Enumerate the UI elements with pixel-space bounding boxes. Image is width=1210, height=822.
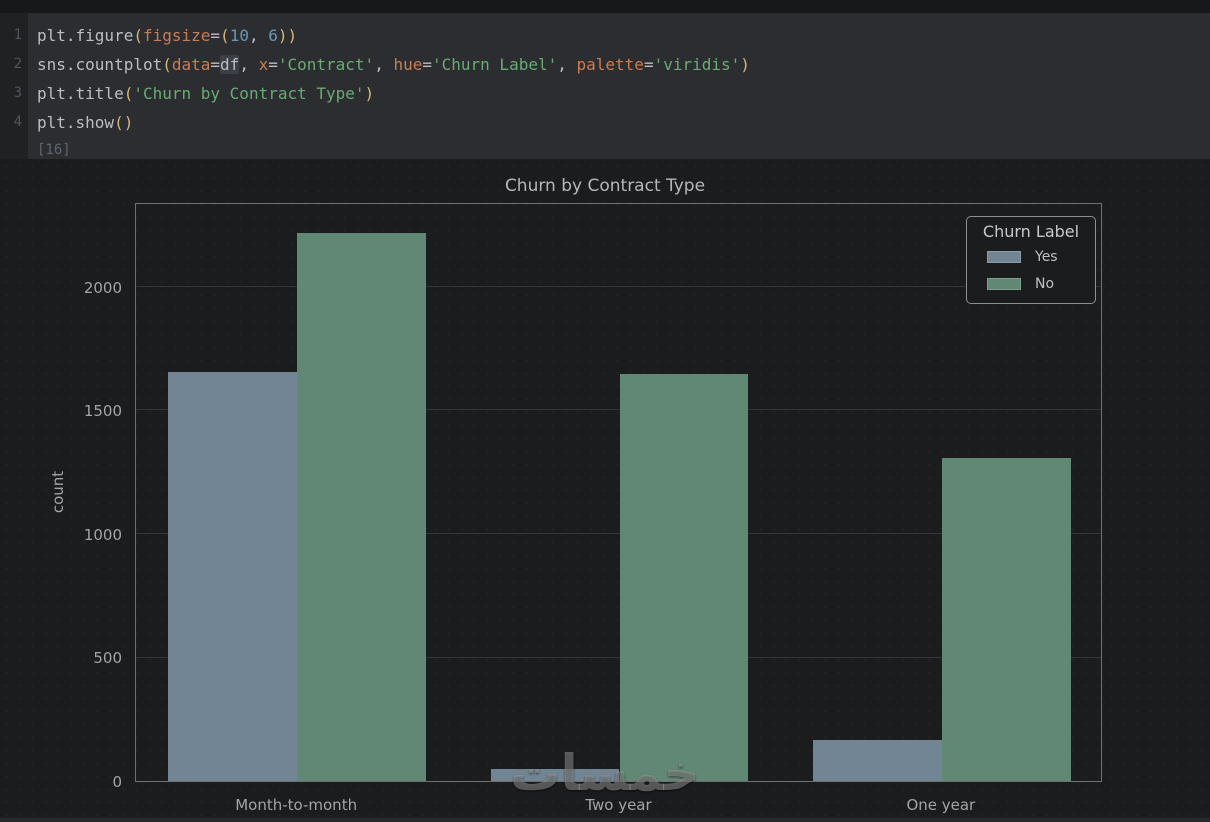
code-token: , <box>239 55 259 74</box>
code-line[interactable]: sns.countplot(data=df, x='Contract', hue… <box>37 50 1210 79</box>
code-token: ) <box>364 84 375 103</box>
code-token: ( <box>123 84 134 103</box>
line-number: 4 <box>13 114 22 130</box>
code-token: 6 <box>268 26 278 45</box>
code-editor[interactable]: plt.figure(figsize=(10, 6)) sns.countplot… <box>28 13 1210 159</box>
code-token: 'Churn Label' <box>432 55 558 74</box>
bar-two-year-no <box>619 374 749 781</box>
code-token: = <box>422 55 432 74</box>
chart-title: Churn by Contract Type <box>504 176 706 196</box>
code-token: figsize <box>142 26 211 45</box>
gridline <box>136 656 1101 658</box>
plot-area: Churn Label Yes No <box>135 203 1102 782</box>
y-tick-label: 0 <box>112 773 122 791</box>
code-token: data <box>171 55 211 74</box>
legend: Churn Label Yes No <box>966 216 1096 304</box>
code-token: df <box>220 55 240 74</box>
code-token: () <box>114 113 134 132</box>
y-tick-label: 1500 <box>83 402 122 421</box>
cell-output: Churn by Contract Type count Churn Label… <box>0 159 1210 822</box>
code-token: = <box>643 55 654 74</box>
y-tick-label: 1000 <box>83 525 122 544</box>
code-token: 'viridis' <box>653 55 741 74</box>
legend-item-no: No <box>975 270 1087 297</box>
legend-items: Yes No <box>975 243 1087 297</box>
code-token: , <box>248 26 269 45</box>
code-token: x <box>258 55 269 74</box>
code-token: 'Churn by Contract Type' <box>133 84 365 103</box>
bar-one-year-yes <box>812 740 942 781</box>
code-token: ) <box>740 55 750 74</box>
y-axis-label: count <box>49 470 67 514</box>
line-number: 2 <box>13 56 22 72</box>
line-number: 3 <box>13 85 22 101</box>
code-token: ( <box>133 26 143 45</box>
y-tick-label: 500 <box>93 649 122 668</box>
code-token: = <box>210 55 221 74</box>
y-tick-label: 2000 <box>83 278 122 297</box>
x-tick-label: Two year <box>585 796 652 814</box>
code-token: ( <box>162 55 172 74</box>
line-number: 1 <box>13 27 22 43</box>
code-token: )) <box>277 26 298 45</box>
code-line[interactable]: plt.title('Churn by Contract Type') <box>37 79 1210 108</box>
gridline <box>136 285 1101 287</box>
bottom-strip <box>0 818 1210 822</box>
code-token: 10 <box>229 26 249 45</box>
legend-item-yes: Yes <box>975 243 1087 270</box>
line-number-gutter: 1 2 3 4 <box>0 13 28 159</box>
code-token: = <box>268 55 278 74</box>
code-token: , <box>374 55 394 74</box>
cell-top-strip <box>0 0 1210 13</box>
code-token: plt.show <box>37 113 115 132</box>
code-line[interactable]: plt.figure(figsize=(10, 6)) <box>37 21 1210 50</box>
x-tick-label: Month-to-month <box>235 796 358 814</box>
code-token: hue <box>393 55 423 74</box>
code-token: palette <box>576 55 644 74</box>
legend-item-label: Yes <box>1035 248 1058 265</box>
legend-title: Churn Label <box>982 222 1080 241</box>
legend-item-label: No <box>1035 275 1055 292</box>
gridline <box>136 409 1101 411</box>
legend-swatch-icon <box>987 250 1021 263</box>
code-token: 'Contract' <box>277 55 375 74</box>
execution-count: [16] <box>37 142 71 158</box>
code-token: = <box>210 26 221 45</box>
bar-one-year-no <box>941 458 1071 781</box>
x-tick-label: One year <box>906 796 976 814</box>
code-token: ( <box>220 26 230 45</box>
code-token: sns.countplot <box>37 55 163 74</box>
code-line[interactable]: plt.show() <box>37 108 1210 137</box>
legend-swatch-icon <box>987 277 1021 290</box>
gridline <box>136 533 1101 534</box>
bar-two-year-yes <box>490 769 620 781</box>
code-token: plt.title <box>37 84 124 103</box>
bar-month-to-month-no <box>297 232 427 781</box>
code-token: , <box>557 55 577 74</box>
bar-month-to-month-yes <box>168 372 298 781</box>
code-token: plt.figure <box>37 26 134 45</box>
